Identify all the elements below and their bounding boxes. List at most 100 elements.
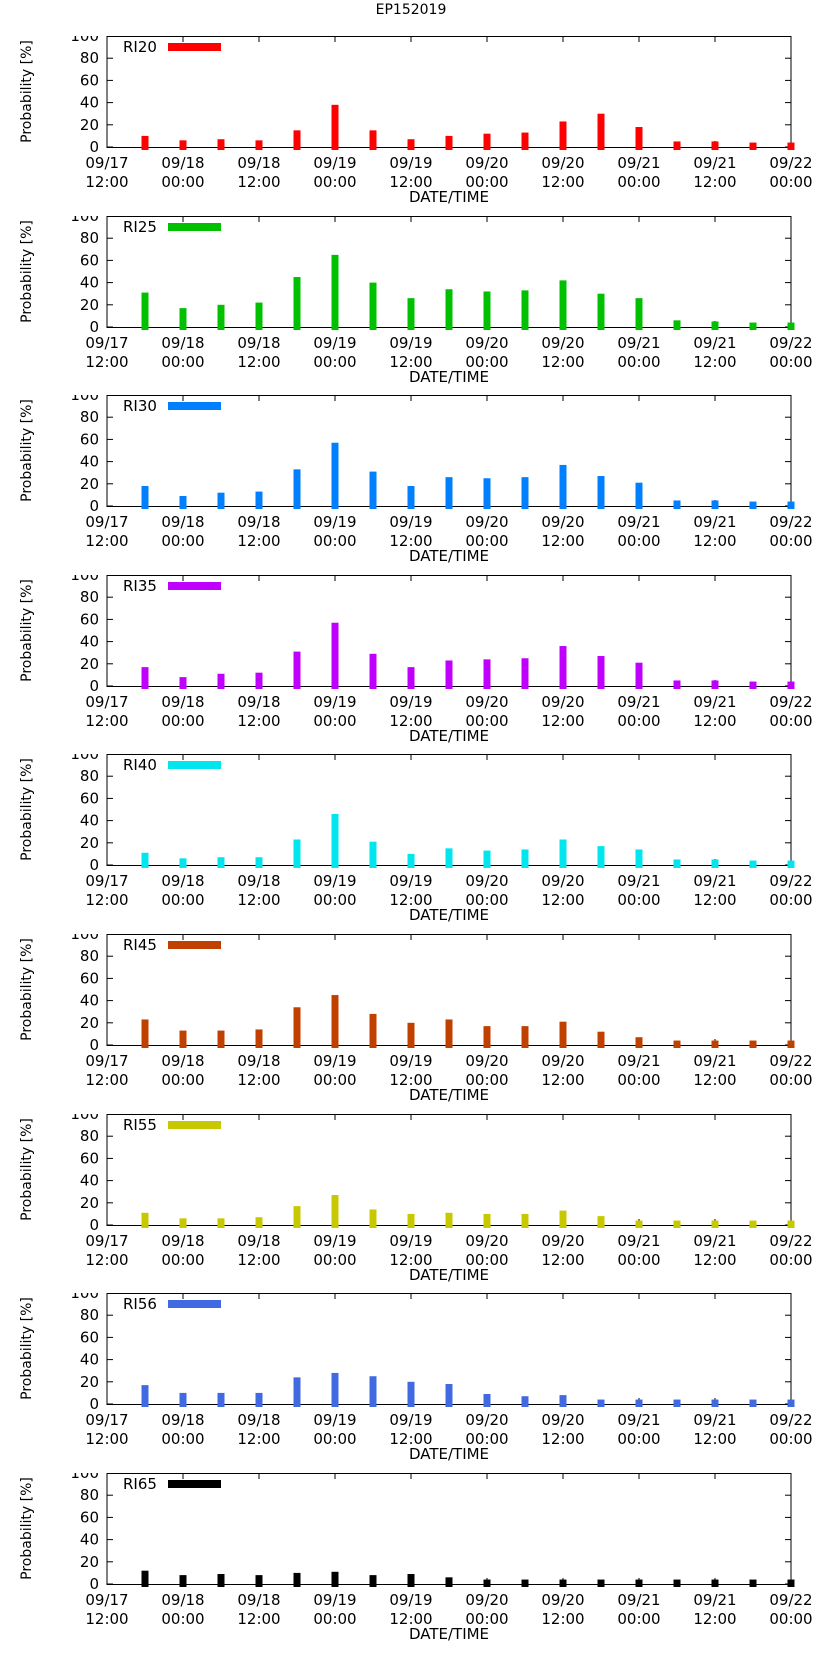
x-tick-label-date: 09/18	[161, 1591, 204, 1609]
y-tick-label: 0	[89, 677, 99, 695]
bar	[217, 1393, 225, 1408]
y-tick-label: 60	[80, 1508, 99, 1526]
x-tick-label-time: 12:00	[237, 532, 280, 550]
x-tick-label-date: 09/19	[313, 334, 356, 352]
x-tick-label-time: 00:00	[769, 712, 812, 730]
plot-frame	[106, 36, 792, 148]
x-tick-label-date: 09/20	[541, 693, 584, 711]
bar	[445, 1384, 453, 1408]
y-tick-label: 40	[80, 1171, 99, 1189]
bar	[445, 135, 453, 150]
x-tick-label-time: 12:00	[693, 173, 736, 191]
bar	[179, 858, 187, 869]
bar	[255, 672, 263, 689]
bar	[407, 666, 415, 689]
bar	[179, 140, 187, 150]
bar	[673, 1399, 681, 1408]
legend-swatch	[168, 1300, 221, 1309]
x-tick-label-date: 09/19	[389, 513, 432, 531]
bar	[711, 1399, 719, 1408]
x-tick-label-date: 09/21	[617, 1591, 660, 1609]
bar	[217, 492, 225, 510]
x-tick-label-date: 09/22	[769, 513, 812, 531]
x-tick-label-time: 00:00	[617, 1430, 660, 1448]
y-tick-label: 20	[80, 475, 99, 493]
x-axis-label: DATE/TIME	[409, 727, 489, 745]
y-axis-label: Probability [%]	[19, 1297, 35, 1400]
legend-swatch	[168, 1120, 221, 1129]
x-axis-label: DATE/TIME	[409, 1086, 489, 1104]
x-tick-label-time: 00:00	[313, 532, 356, 550]
bar	[673, 319, 681, 330]
y-tick-label: 60	[80, 790, 99, 808]
x-tick-label-date: 09/18	[237, 1232, 280, 1250]
chart-panel-ri55: 0 20 40 60 80 100 09/17 12:00 09/18 00:00 09/18 12:…	[0, 1113, 822, 1294]
x-tick-label-time: 00:00	[769, 1071, 812, 1089]
bar	[141, 1019, 149, 1048]
x-tick-label-date: 09/22	[769, 872, 812, 890]
legend-swatch	[168, 581, 221, 590]
x-tick-label-time: 12:00	[693, 1071, 736, 1089]
x-tick-label-date: 09/19	[389, 154, 432, 172]
bar	[141, 292, 149, 330]
x-tick-label-date: 09/17	[85, 872, 128, 890]
x-tick-label-date: 09/21	[617, 872, 660, 890]
x-tick-label-time: 00:00	[161, 712, 204, 730]
x-tick-label-date: 09/21	[693, 513, 736, 531]
bar	[635, 127, 643, 150]
x-tick-label-time: 12:00	[389, 1430, 432, 1448]
x-tick-label-date: 09/19	[389, 1232, 432, 1250]
bar	[673, 141, 681, 150]
x-tick-label-time: 00:00	[161, 1430, 204, 1448]
bar	[787, 501, 795, 510]
bar	[787, 142, 795, 150]
x-tick-label-date: 09/18	[237, 334, 280, 352]
legend-swatch	[168, 222, 221, 231]
bar	[673, 1220, 681, 1228]
bar	[597, 1215, 605, 1228]
x-tick-label-date: 09/21	[617, 1052, 660, 1070]
bar	[293, 1205, 301, 1228]
y-tick-label: 60	[80, 251, 99, 269]
bar	[369, 842, 377, 869]
bar	[635, 662, 643, 689]
x-tick-label-date: 09/22	[769, 154, 812, 172]
chart-svg: 02040608010009/1712:0009/1800:0009/1812:…	[19, 1472, 813, 1643]
y-tick-label: 20	[80, 834, 99, 852]
x-axis-label: DATE/TIME	[409, 1445, 489, 1463]
x-tick-label-time: 12:00	[85, 712, 128, 730]
bar	[483, 850, 491, 869]
bar	[597, 846, 605, 869]
bar	[787, 322, 795, 330]
x-tick-label-time: 12:00	[541, 1430, 584, 1448]
x-tick-label-time: 00:00	[769, 1430, 812, 1448]
bar	[141, 1212, 149, 1228]
x-tick-label-time: 12:00	[541, 1251, 584, 1269]
x-tick-label-date: 09/20	[541, 1052, 584, 1070]
x-tick-label-time: 12:00	[237, 1610, 280, 1628]
bar	[369, 130, 377, 150]
y-axis-label: Probability [%]	[19, 40, 35, 143]
x-tick-label-time: 00:00	[769, 532, 812, 550]
chart-panel-ri65: 0 20 40 60 80 100 09/17 12:00 09/18 00:00 09/18 12:…	[0, 1472, 822, 1653]
x-tick-label-time: 12:00	[693, 1430, 736, 1448]
x-tick-label-date: 09/17	[85, 1411, 128, 1429]
x-tick-label-date: 09/17	[85, 334, 128, 352]
bar	[787, 1040, 795, 1048]
x-tick-label-time: 12:00	[541, 1071, 584, 1089]
plot-frame	[106, 1113, 792, 1226]
y-tick-label: 80	[80, 1486, 99, 1504]
bar	[749, 860, 757, 869]
bar	[331, 254, 339, 330]
x-tick-label-time: 00:00	[161, 1610, 204, 1628]
bar	[445, 1019, 453, 1048]
x-tick-label-date: 09/18	[237, 693, 280, 711]
bar	[445, 848, 453, 869]
bar	[749, 1040, 757, 1048]
y-axis-label: Probability [%]	[19, 938, 35, 1041]
bar	[331, 995, 339, 1048]
x-tick-label-time: 00:00	[161, 1251, 204, 1269]
chart-panel-ri20: 0 20 40 60 80 100 09/17 12:00 09/18 00:00 09/18 12:…	[0, 36, 822, 216]
x-tick-label-date: 09/18	[161, 513, 204, 531]
x-tick-label-time: 00:00	[313, 353, 356, 371]
